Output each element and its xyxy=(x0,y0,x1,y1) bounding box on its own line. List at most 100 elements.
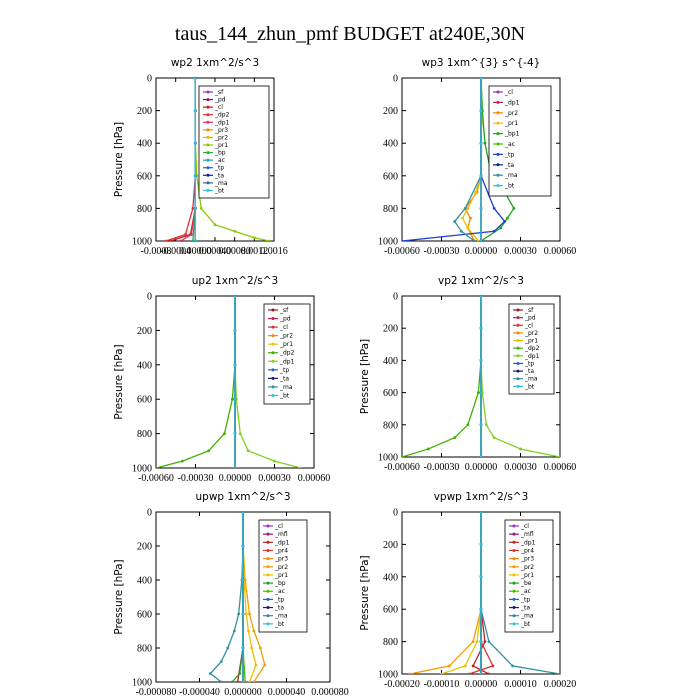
legend-label: _bt xyxy=(274,621,285,628)
legend-box xyxy=(198,85,270,199)
data-point xyxy=(164,239,168,241)
legend-marker xyxy=(496,121,500,125)
data-point xyxy=(467,672,471,674)
series-line-pr2 xyxy=(464,78,482,241)
y-axis-label: Pressure [hPa] xyxy=(113,344,125,419)
panel-3: up2 1xm^2/s^3 0 200 400 600 800 1000-0.00060 -0… xyxy=(113,275,330,484)
legend-marker xyxy=(496,142,500,146)
legend-label: _dp1 xyxy=(274,539,290,546)
y-tick-label: 600 xyxy=(137,610,152,621)
data-point xyxy=(479,512,483,514)
legend-label: _ta xyxy=(524,368,534,375)
data-point xyxy=(243,680,247,682)
x-tick-label: -0.000040 xyxy=(179,687,220,698)
legend-label: _ta xyxy=(274,605,284,612)
legend-label: _pr2 xyxy=(274,564,288,571)
data-point xyxy=(558,672,560,674)
panel-5: upwp 1xm^2/s^3 0 200 400 600 800 1000-0.000080… xyxy=(113,491,349,698)
legend-marker xyxy=(516,377,520,381)
data-point xyxy=(479,141,483,145)
legend-label: _tp xyxy=(520,596,530,603)
legend: _sf_pd_cl_dp2_dp1_pr3_pr2_pr1_bp_ac_tp_t… xyxy=(198,85,270,199)
series-group xyxy=(408,512,560,674)
legend-label: _ta xyxy=(520,605,530,612)
data-point xyxy=(207,449,211,453)
legend-marker xyxy=(496,152,500,156)
x-tick-label: 0.00000 xyxy=(465,462,498,473)
data-point xyxy=(469,216,472,220)
data-point xyxy=(479,207,483,210)
legend-marker xyxy=(206,166,210,170)
data-point xyxy=(250,646,254,650)
data-point xyxy=(479,78,483,80)
y-tick-label: 200 xyxy=(137,106,152,117)
panel-title: wp2 1xm^2/s^3 xyxy=(171,57,259,69)
x-tick-label: 0.000040 xyxy=(268,687,306,698)
legend-marker xyxy=(496,132,500,136)
y-axis-label: Pressure [hPa] xyxy=(113,559,125,634)
legend-marker xyxy=(512,597,516,601)
series-line-pr1 xyxy=(242,512,257,682)
legend-label: _dp1 xyxy=(504,99,520,106)
series-group xyxy=(402,296,560,457)
legend-label: _dp2 xyxy=(279,350,295,357)
legend-marker xyxy=(516,316,520,320)
y-tick-label: 0 xyxy=(147,508,152,519)
data-point xyxy=(193,207,197,210)
legend-marker xyxy=(516,323,520,327)
legend-label: _be xyxy=(520,580,532,587)
data-point xyxy=(267,239,271,241)
legend-label: _ta xyxy=(214,172,224,179)
legend-label: _cl xyxy=(274,523,283,530)
legend-marker xyxy=(271,393,275,397)
data-point xyxy=(487,672,491,674)
panel-title: upwp 1xm^2/s^3 xyxy=(196,491,291,503)
x-tick-label: 0.00030 xyxy=(504,246,537,257)
data-point xyxy=(223,432,226,435)
legend-label: _ma xyxy=(214,180,228,187)
legend-marker xyxy=(496,184,500,188)
y-tick-label: 600 xyxy=(137,171,152,182)
series-group xyxy=(402,78,516,241)
panel-title: vp2 1xm^2/s^3 xyxy=(438,275,524,287)
data-point xyxy=(236,680,239,682)
legend-marker xyxy=(516,361,520,365)
legend-label: _ta xyxy=(504,162,514,169)
data-point xyxy=(244,612,248,616)
y-tick-label: 0 xyxy=(147,292,152,303)
y-tick-label: 0 xyxy=(147,74,152,85)
data-point xyxy=(241,612,245,616)
data-point xyxy=(479,359,483,362)
legend-marker xyxy=(206,105,210,109)
data-point xyxy=(519,447,522,451)
legend-marker xyxy=(206,120,210,124)
series-line-bp xyxy=(231,512,244,682)
x-tick-label: 0.00060 xyxy=(544,462,577,473)
x-tick-label: -0.00020 xyxy=(384,679,420,690)
data-point xyxy=(193,174,197,178)
x-tick-label: -0.00010 xyxy=(424,679,460,690)
data-point xyxy=(184,233,187,236)
x-tick-label: 0.000000 xyxy=(224,687,262,698)
data-point xyxy=(233,466,237,468)
legend-label: _mfl xyxy=(520,531,534,538)
panel-4: vp2 1xm^2/s^3 0 200 400 600 800 1000-0.00060 -0… xyxy=(359,275,576,473)
legend-label: _pr4 xyxy=(274,547,288,554)
legend-label: _pr2 xyxy=(279,333,293,340)
legend-label: _ac xyxy=(520,588,531,595)
data-point xyxy=(233,397,237,401)
legend-label: _dp1 xyxy=(524,353,540,360)
x-tick-label: 0.00020 xyxy=(544,679,577,690)
legend-marker xyxy=(271,359,275,363)
data-point xyxy=(233,432,237,435)
legend-marker xyxy=(512,589,516,593)
legend-marker xyxy=(496,100,500,104)
data-point xyxy=(246,449,250,453)
data-point xyxy=(466,207,470,210)
x-tick-label: -0.00060 xyxy=(384,462,420,473)
data-point xyxy=(233,296,237,298)
legend-marker xyxy=(266,597,270,601)
legend-marker xyxy=(512,557,516,561)
data-point xyxy=(233,329,237,332)
legend-label: _pr2 xyxy=(524,330,538,337)
